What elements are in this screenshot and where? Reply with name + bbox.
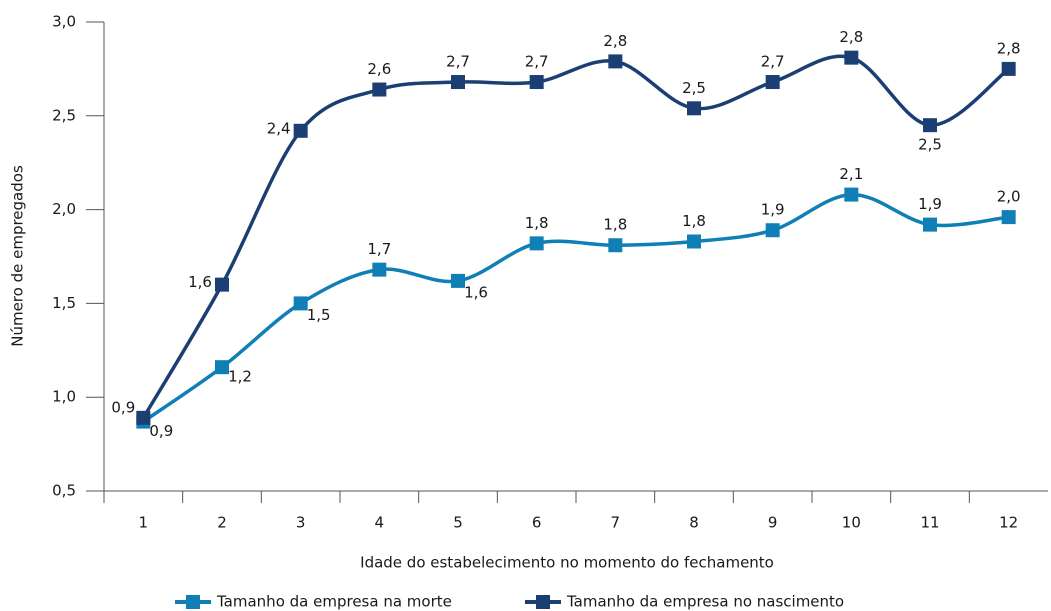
marker: [844, 187, 859, 202]
marker: [529, 75, 544, 90]
marker: [529, 236, 544, 251]
y-axis-label: Número de empregados: [9, 165, 27, 347]
marker: [608, 54, 623, 69]
data-label: 1,8: [525, 214, 549, 232]
data-label: 2,8: [997, 39, 1021, 57]
marker: [765, 75, 780, 90]
data-label: 1,9: [918, 195, 942, 213]
data-label: 1,8: [682, 212, 706, 230]
x-tick-label: 8: [689, 514, 699, 532]
x-tick-label: 4: [375, 514, 385, 532]
data-label: 2,8: [839, 28, 863, 46]
marker: [215, 277, 229, 292]
y-tick-label: 0,5: [52, 482, 76, 500]
x-tick-label: 12: [999, 514, 1018, 532]
series-line: [142, 192, 1009, 424]
data-label: 1,7: [367, 240, 391, 258]
x-tick-label: 2: [217, 514, 227, 532]
marker: [1001, 210, 1016, 225]
data-label: 2,7: [525, 53, 549, 71]
x-tick-label: 6: [532, 514, 542, 532]
marker: [293, 123, 308, 138]
data-label: 2,6: [367, 60, 391, 78]
x-tick-label: 5: [453, 514, 463, 532]
data-label: 2,1: [839, 165, 863, 183]
x-tick-label: 11: [920, 514, 939, 532]
marker: [1001, 61, 1016, 76]
data-label: 0,9: [149, 422, 173, 440]
marker: [372, 262, 387, 277]
legend-label: Tamanho da empresa no nascimento: [566, 593, 844, 611]
data-label: 2,7: [761, 53, 785, 71]
legend-label: Tamanho da empresa na morte: [216, 593, 452, 611]
data-label: 2,4: [267, 119, 291, 137]
data-label: 1,6: [188, 273, 212, 291]
marker: [293, 296, 308, 311]
marker: [687, 234, 701, 249]
marker: [215, 360, 229, 375]
data-label: 1,8: [603, 216, 627, 234]
x-tick-label: 9: [768, 514, 778, 532]
marker: [451, 75, 465, 90]
marker: [687, 101, 701, 116]
legend-marker: [186, 595, 200, 609]
data-label: 2,0: [997, 188, 1021, 206]
data-label: 1,6: [464, 283, 488, 301]
data-label: 2,7: [446, 53, 470, 71]
marker: [136, 410, 151, 425]
series-line: [141, 54, 1010, 419]
y-tick-label: 1,5: [52, 294, 76, 312]
data-label: 1,2: [228, 368, 252, 386]
data-label: 1,9: [761, 201, 785, 219]
data-label: 1,5: [307, 306, 331, 324]
data-label: 2,5: [682, 79, 706, 97]
y-tick-label: 2,0: [52, 200, 76, 218]
y-tick-label: 1,0: [52, 388, 76, 406]
marker: [372, 82, 387, 97]
x-tick-label: 10: [842, 514, 861, 532]
marker: [765, 223, 780, 238]
marker: [844, 50, 859, 65]
marker: [923, 118, 937, 133]
x-tick-label: 7: [611, 514, 621, 532]
marker: [608, 238, 623, 253]
x-axis-label: Idade do estabelecimento no momento do f…: [360, 554, 774, 572]
x-tick-label: 1: [139, 514, 149, 532]
y-tick-label: 2,5: [52, 106, 76, 124]
marker: [923, 217, 937, 232]
data-label: 2,5: [918, 136, 942, 154]
y-tick-label: 3,0: [52, 13, 76, 31]
x-tick-label: 3: [296, 514, 306, 532]
data-label: 0,9: [111, 398, 135, 416]
legend-marker: [536, 595, 550, 609]
data-label: 2,8: [603, 32, 627, 50]
marker: [451, 273, 465, 288]
